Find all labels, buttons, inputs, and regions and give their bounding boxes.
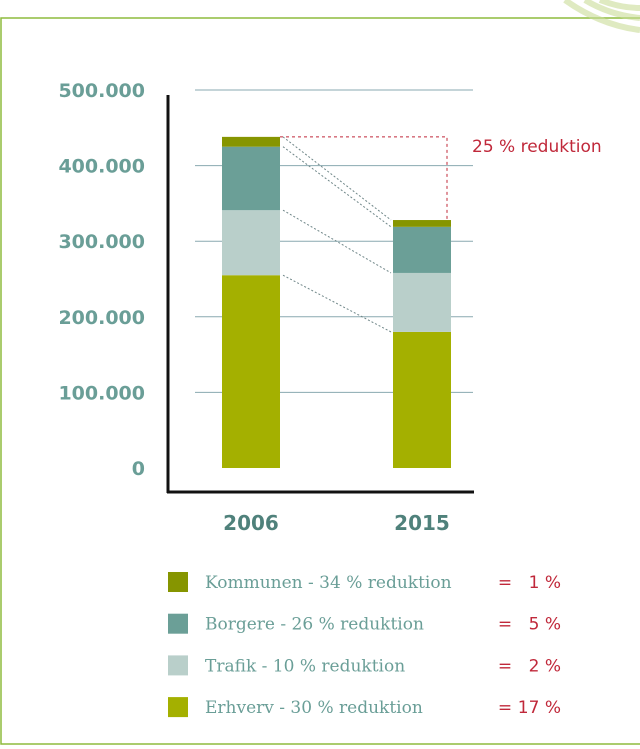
y-tick-label: 200.000	[58, 307, 145, 329]
legend-swatch	[168, 655, 188, 676]
reduction-bracket	[280, 136, 448, 221]
x-tick-label: 2006	[223, 511, 279, 535]
legend-share: 5 %	[529, 615, 561, 635]
legend-label: Trafik - 10 % reduktion	[205, 656, 405, 676]
y-tick-label: 400.000	[58, 156, 145, 178]
bar-segment	[222, 146, 280, 211]
annotation: 25 % reduktion	[472, 137, 602, 157]
legend-swatch	[168, 697, 188, 718]
frame	[0, 17, 640, 745]
legend-label: Borgere - 26 % reduktion	[205, 615, 424, 635]
legend-sign: =	[498, 698, 512, 718]
bar-segment	[222, 275, 280, 468]
bar-segment	[393, 220, 451, 227]
legend-label: Erhverv - 30 % reduktion	[205, 698, 423, 718]
bar-segment	[222, 210, 280, 276]
legend-label: Kommunen - 34 % reduktion	[205, 573, 452, 593]
connector	[282, 146, 392, 228]
bar-segment	[393, 331, 451, 468]
bar-segment	[222, 136, 280, 147]
legend-sign: =	[498, 573, 512, 593]
legend-swatch	[168, 613, 188, 634]
y-tick-label: 500.000	[58, 80, 145, 102]
connector	[282, 209, 392, 274]
legend-share: 1 %	[529, 573, 561, 593]
connector	[282, 274, 392, 333]
legend-share: 2 %	[529, 656, 561, 676]
bar-segment	[393, 272, 451, 332]
legend-sign: =	[498, 615, 512, 635]
legend-share: 17 %	[518, 698, 561, 718]
y-tick-label: 300.000	[58, 231, 145, 253]
legend-sign: =	[498, 656, 512, 676]
y-tick-label: 100.000	[58, 382, 145, 404]
y-tick-label: 0	[132, 458, 145, 480]
bar-segment	[393, 226, 451, 273]
x-tick-label: 2015	[394, 511, 450, 535]
decoration	[563, 0, 640, 33]
legend-swatch	[168, 572, 188, 592]
connector	[282, 136, 392, 221]
